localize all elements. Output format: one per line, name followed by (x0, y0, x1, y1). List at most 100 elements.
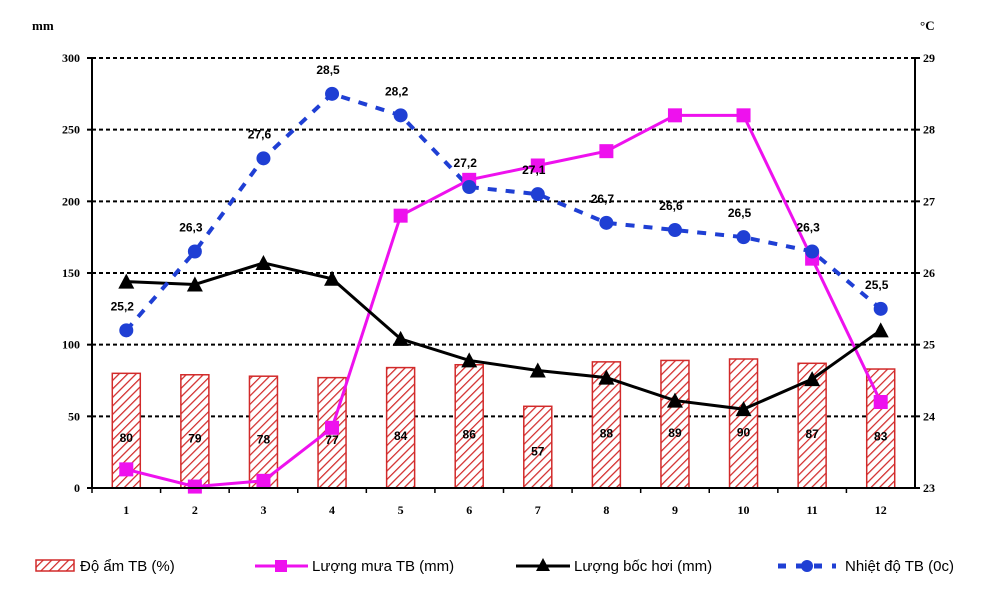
humidity-bar-label-2: 79 (188, 432, 202, 446)
temperature-point-10 (736, 230, 751, 245)
left-tick-label-0: 0 (74, 481, 80, 495)
right-tick-label-28: 28 (923, 123, 935, 137)
right-tick-label-26: 26 (923, 266, 935, 280)
evaporation-point-8 (598, 369, 615, 385)
x-tick-label-4: 4 (329, 503, 335, 517)
left-tick-label-100: 100 (62, 338, 80, 352)
humidity-bar-label-12: 83 (874, 429, 888, 443)
temperature-label-10: 26,5 (728, 206, 752, 220)
right-tick-label-23: 23 (923, 481, 935, 495)
temperature-point-11 (805, 244, 820, 259)
x-tick-label-11: 11 (806, 503, 817, 517)
right-tick-label-24: 24 (923, 409, 935, 423)
humidity-bar-10 (728, 358, 759, 489)
humidity-bar-label-7: 57 (531, 444, 545, 458)
temperature-label-7: 27,1 (522, 163, 546, 177)
x-tick-label-1: 1 (123, 503, 129, 517)
legend-item-rainfall: Lượng mưa TB (mm) (255, 558, 454, 575)
legend-rainfall-label: Lượng mưa TB (mm) (312, 558, 454, 575)
right-tick-label-25: 25 (923, 338, 935, 352)
humidity-bar-label-5: 84 (394, 429, 408, 443)
rainfall-point-7 (530, 158, 545, 173)
gridlines (92, 57, 915, 418)
humidity-bar-label-11: 87 (805, 427, 819, 441)
legend-rainfall-marker (275, 560, 287, 572)
x-tick-label-2: 2 (192, 503, 198, 517)
evaporation-point-12 (872, 322, 889, 338)
humidity-bar-label-8: 88 (600, 427, 614, 441)
legend-humidity-swatch (35, 559, 75, 572)
legend-evaporation-label: Lượng bốc hơi (mm) (574, 558, 712, 575)
temperature-label-2: 26,3 (179, 221, 203, 235)
evaporation-point-10 (735, 401, 752, 417)
left-axis-unit: mm (32, 18, 54, 33)
temperature-point-1 (119, 323, 134, 338)
evaporation-point-4 (324, 270, 341, 286)
legend-item-temperature: Nhiệt độ TB (0c) (778, 558, 954, 575)
temperature-label-11: 26,3 (796, 221, 820, 235)
left-tick-label-250: 250 (62, 123, 80, 137)
temperature-point-12 (873, 301, 888, 316)
temperature-point-6 (462, 180, 477, 194)
rainfall-point-9 (667, 108, 682, 123)
x-tick-label-12: 12 (875, 503, 887, 517)
x-tick-label-7: 7 (535, 503, 541, 517)
x-tick-label-5: 5 (398, 503, 404, 517)
rainfall-point-10 (736, 108, 751, 123)
humidity-bar-label-10: 90 (737, 425, 751, 439)
right-axis-unit: °C (920, 18, 935, 33)
temperature-label-5: 28,2 (385, 84, 409, 98)
humidity-bar-label-4: 77 (325, 433, 339, 447)
rainfall-point-8 (599, 144, 614, 159)
temperature-label-3: 27,6 (248, 127, 272, 141)
temperature-point-9 (667, 223, 682, 237)
evaporation-line (126, 261, 882, 411)
temperature-point-8 (599, 215, 614, 230)
humidity-bars (111, 358, 896, 489)
humidity-bar-12 (865, 368, 896, 489)
legend-item-humidity: Độ ẩm TB (%) (35, 558, 175, 575)
series-markers (118, 86, 889, 494)
humidity-bar-label-3: 78 (257, 432, 271, 446)
right-tick-label-27: 27 (923, 194, 935, 208)
rainfall-point-5 (393, 208, 408, 223)
evaporation-point-6 (461, 352, 478, 368)
x-tick-label-3: 3 (260, 503, 266, 517)
rainfall-point-2 (187, 479, 202, 494)
left-tick-label-200: 200 (62, 194, 80, 208)
humidity-bar-label-1: 80 (120, 431, 134, 445)
temperature-line (124, 91, 882, 332)
evaporation-point-9 (666, 392, 683, 408)
humidity-bar-5 (385, 366, 416, 489)
humidity-bar-label-6: 86 (463, 428, 477, 442)
x-tick-label-8: 8 (603, 503, 609, 517)
series-lines (124, 91, 883, 489)
temperature-label-8: 26,7 (591, 192, 615, 206)
temperature-labels: 25,2 26,3 27,6 28,5 28,2 27,2 27,1 26,7 26,6 26,5… (111, 63, 889, 314)
axes (87, 57, 920, 493)
left-tick-label-50: 50 (68, 409, 80, 423)
legend-humidity-label: Độ ẩm TB (%) (80, 558, 175, 575)
humidity-bar-label-9: 89 (668, 426, 682, 440)
legend-item-evaporation: Lượng bốc hơi (mm) (516, 558, 712, 575)
temperature-point-4 (325, 86, 340, 101)
evaporation-point-5 (392, 330, 409, 346)
temperature-label-4: 28,5 (316, 63, 340, 77)
x-tick-label-9: 9 (672, 503, 678, 517)
temperature-label-9: 26,6 (659, 199, 683, 213)
left-tick-label-150: 150 (62, 266, 80, 280)
evaporation-point-3 (255, 254, 272, 270)
legend-evaporation-marker (536, 558, 550, 571)
rainfall-point-12 (873, 395, 888, 409)
x-tick-label-6: 6 (466, 503, 472, 517)
temperature-label-6: 27,2 (454, 156, 478, 170)
legend-temperature-label: Nhiệt độ TB (0c) (845, 558, 954, 575)
evaporation-point-7 (529, 362, 546, 378)
temperature-point-5 (393, 108, 408, 123)
x-tick-label-10: 10 (738, 503, 750, 517)
legend: Độ ẩm TB (%) Lượng mưa TB (mm) Lượng bốc… (35, 558, 954, 575)
temperature-point-2 (187, 244, 202, 259)
rainfall-line (125, 113, 883, 489)
evaporation-point-1 (118, 273, 135, 289)
